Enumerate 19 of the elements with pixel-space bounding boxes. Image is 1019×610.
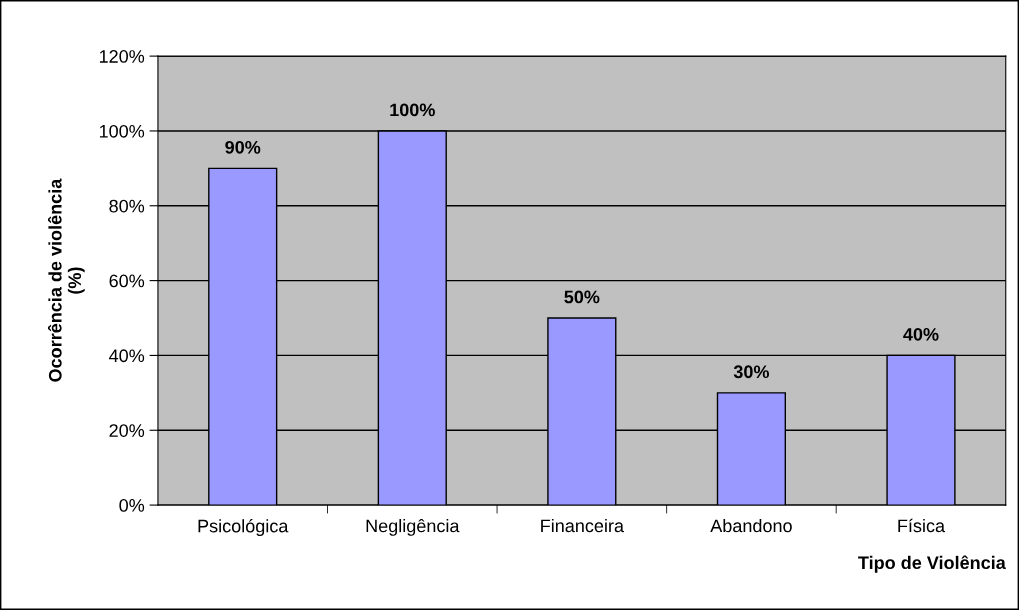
x-tick-label: Financeira [541,518,624,533]
y-tick-label: 20% [109,424,145,437]
x-tick-label: Física [898,518,946,533]
y-tick-label: 120% [99,50,145,63]
data-label: 100% [390,103,435,117]
y-axis-title: Ocorrência de violência (%) [48,178,85,382]
x-tick-label: Abandono [710,518,792,533]
x-tick-label: Negligência [366,518,460,536]
data-label: 90% [225,140,261,154]
y-tick-label: 40% [109,349,145,363]
data-label: 40% [903,327,939,341]
y-tick-label: 80% [109,199,145,213]
x-tick-label: Psicológica [198,518,289,537]
data-label: 50% [564,290,600,304]
y-tick-label: 0% [119,499,145,512]
x-axis-title: Tipo de Violência [858,555,1006,573]
y-tick-label: 100% [99,124,145,138]
data-label: 30% [733,365,769,379]
y-tick-label: 60% [109,274,145,288]
